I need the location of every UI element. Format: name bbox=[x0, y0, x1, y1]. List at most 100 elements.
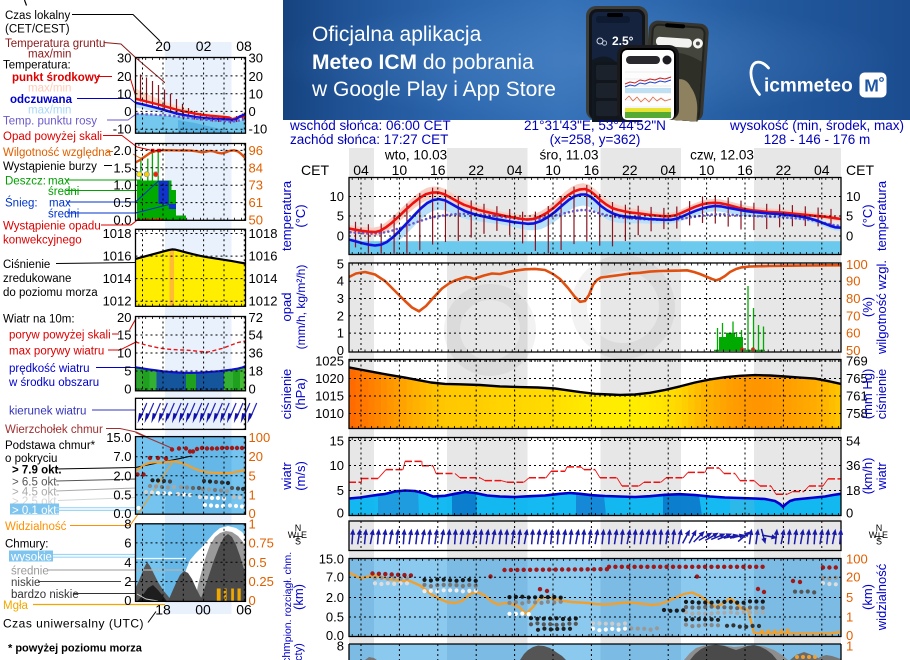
svg-text:0: 0 bbox=[337, 506, 344, 521]
svg-text:10: 10 bbox=[117, 87, 131, 102]
svg-text:2: 2 bbox=[337, 308, 344, 323]
svg-text:54: 54 bbox=[249, 328, 263, 343]
svg-text:Opad powyżej skali: Opad powyżej skali bbox=[3, 131, 102, 143]
svg-text:02: 02 bbox=[196, 38, 212, 54]
svg-text:4: 4 bbox=[337, 274, 344, 289]
svg-text:średni: średni bbox=[48, 186, 79, 198]
svg-text:0.5: 0.5 bbox=[249, 555, 267, 570]
svg-text:70: 70 bbox=[846, 308, 860, 323]
svg-text:04: 04 bbox=[507, 162, 523, 178]
svg-text:30: 30 bbox=[249, 50, 263, 65]
svg-text:30: 30 bbox=[117, 50, 131, 65]
svg-text:odczuwana: odczuwana bbox=[10, 94, 73, 106]
svg-text:06: 06 bbox=[236, 602, 252, 618]
svg-text:04: 04 bbox=[814, 162, 830, 178]
svg-text:zachm.: zachm. bbox=[281, 639, 293, 660]
svg-text:Temperatura:: Temperatura: bbox=[3, 60, 71, 72]
svg-text:0: 0 bbox=[846, 229, 853, 244]
svg-text:1: 1 bbox=[337, 326, 344, 341]
svg-text:15.0: 15.0 bbox=[319, 552, 344, 567]
svg-text:CET: CET bbox=[846, 162, 874, 178]
svg-text:Widzialność: Widzialność bbox=[5, 521, 67, 533]
svg-text:0.0: 0.0 bbox=[113, 212, 131, 227]
svg-text:5: 5 bbox=[249, 468, 256, 483]
svg-text:(km/h): (km/h) bbox=[860, 458, 875, 495]
svg-text:> 7.9 okt.: > 7.9 okt. bbox=[12, 465, 62, 477]
svg-text:wiatr: wiatr bbox=[279, 462, 294, 491]
svg-text:2: 2 bbox=[124, 574, 131, 589]
svg-text:10: 10 bbox=[249, 87, 263, 102]
svg-text:54: 54 bbox=[846, 434, 860, 449]
svg-text:10: 10 bbox=[846, 189, 860, 204]
svg-text:1025: 1025 bbox=[315, 354, 344, 369]
svg-text:średnie: średnie bbox=[11, 566, 49, 578]
svg-text:10: 10 bbox=[545, 162, 561, 178]
svg-text:(mm/h, kg/m²/h): (mm/h, kg/m²/h) bbox=[294, 265, 308, 350]
svg-text:1.0: 1.0 bbox=[113, 178, 131, 193]
svg-text:5: 5 bbox=[846, 209, 853, 224]
svg-text:20: 20 bbox=[846, 570, 860, 585]
svg-text:do poziomu morza: do poziomu morza bbox=[3, 287, 98, 299]
svg-text:w środku obszaru: w środku obszaru bbox=[8, 377, 99, 389]
svg-text:> 0.1 okt.: > 0.1 okt. bbox=[12, 505, 60, 517]
svg-text:ciśnienie: ciśnienie bbox=[874, 369, 889, 420]
svg-text:1016: 1016 bbox=[103, 249, 132, 264]
svg-text:72: 72 bbox=[249, 310, 263, 325]
svg-text:max: max bbox=[49, 198, 71, 210]
svg-text:Wilgotność względna: Wilgotność względna bbox=[3, 147, 112, 159]
svg-text:niskie: niskie bbox=[11, 577, 40, 589]
svg-text:1: 1 bbox=[846, 610, 853, 625]
svg-text:0: 0 bbox=[124, 593, 131, 608]
svg-text:00: 00 bbox=[195, 602, 211, 618]
svg-text:16: 16 bbox=[430, 162, 446, 178]
svg-text:18: 18 bbox=[155, 602, 171, 618]
svg-text:60: 60 bbox=[846, 326, 860, 341]
svg-text:0.0: 0.0 bbox=[326, 628, 344, 643]
svg-text:Meteo ICM do pobrania: Meteo ICM do pobrania bbox=[312, 51, 534, 74]
svg-text:0: 0 bbox=[249, 382, 256, 397]
svg-text:4: 4 bbox=[124, 555, 131, 570]
svg-text:1: 1 bbox=[249, 516, 256, 531]
svg-text:(m/s): (m/s) bbox=[293, 461, 308, 491]
svg-text:769: 769 bbox=[846, 354, 868, 369]
svg-text:> 4.5 okt.: > 4.5 okt. bbox=[12, 487, 60, 499]
svg-text:36: 36 bbox=[846, 458, 860, 473]
svg-text:2.0: 2.0 bbox=[113, 143, 131, 158]
svg-text:2.0: 2.0 bbox=[113, 468, 131, 483]
svg-text:(°C): (°C) bbox=[860, 204, 875, 227]
svg-text:icmmeteo: icmmeteo bbox=[764, 76, 853, 97]
svg-text:max: max bbox=[48, 176, 70, 188]
svg-text:80: 80 bbox=[846, 291, 860, 306]
svg-text:96: 96 bbox=[249, 143, 263, 158]
svg-text:ciśnienie: ciśnienie bbox=[279, 369, 294, 420]
svg-text:Wystąpienie burzy: Wystąpienie burzy bbox=[3, 161, 97, 173]
svg-text:widzialność: widzialność bbox=[874, 563, 889, 631]
svg-text:średni: średni bbox=[48, 209, 79, 221]
svg-text:prędkość wiatru: prędkość wiatru bbox=[9, 363, 90, 375]
svg-text:wto, 10.03: wto, 10.03 bbox=[384, 148, 447, 163]
svg-text:0.5: 0.5 bbox=[113, 487, 131, 502]
svg-text:1012: 1012 bbox=[249, 294, 278, 309]
svg-text:-10: -10 bbox=[249, 122, 268, 137]
svg-text:50: 50 bbox=[846, 343, 860, 358]
svg-text:(%): (%) bbox=[860, 297, 875, 317]
svg-text:N: N bbox=[295, 523, 302, 533]
svg-text:10: 10 bbox=[117, 346, 131, 361]
svg-text:0.5: 0.5 bbox=[113, 195, 131, 210]
svg-text:wilgotność wzgl.: wilgotność wzgl. bbox=[874, 260, 889, 355]
svg-text:21°31'43"E, 53°44'52"N: 21°31'43"E, 53°44'52"N bbox=[524, 118, 666, 133]
svg-text:(CET/CEST): (CET/CEST) bbox=[5, 24, 70, 36]
svg-text:20: 20 bbox=[249, 449, 263, 464]
svg-text:18: 18 bbox=[846, 483, 860, 498]
svg-text:1018: 1018 bbox=[103, 226, 132, 241]
svg-text:czw, 12.03: czw, 12.03 bbox=[690, 148, 754, 163]
svg-text:22: 22 bbox=[468, 162, 484, 178]
svg-text:Wystąpienie opadu: Wystąpienie opadu bbox=[3, 221, 101, 233]
svg-text:(mm Hg): (mm Hg) bbox=[860, 369, 875, 420]
svg-text:0.5: 0.5 bbox=[326, 610, 344, 625]
svg-text:opad: opad bbox=[279, 293, 294, 322]
svg-text:73: 73 bbox=[249, 178, 263, 193]
svg-text:o pokryciu: o pokryciu bbox=[5, 453, 57, 465]
svg-text:śro, 11.03: śro, 11.03 bbox=[539, 148, 598, 163]
svg-text:100: 100 bbox=[846, 552, 868, 567]
